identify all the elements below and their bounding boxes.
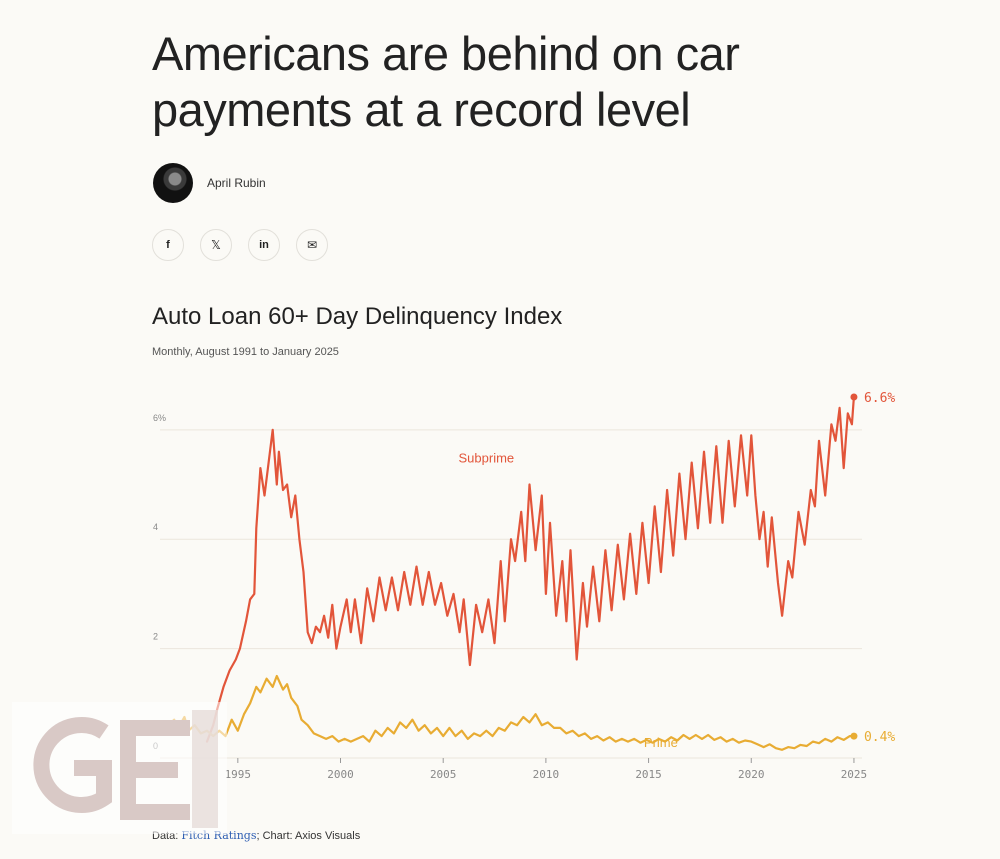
series-layer — [166, 393, 858, 751]
x-tick-label: 2020 — [738, 768, 765, 781]
byline: April Rubin — [153, 163, 266, 203]
prime-series-line[interactable] — [166, 674, 855, 751]
x-tick-label: 2015 — [635, 768, 662, 781]
x-tick-label: 2025 — [841, 768, 868, 781]
author-name[interactable]: April Rubin — [207, 176, 266, 190]
prime-end-marker — [850, 732, 858, 740]
author-avatar[interactable] — [153, 163, 193, 203]
chart-subtitle: Monthly, August 1991 to January 2025 — [152, 346, 339, 358]
x-tick-label: 2010 — [533, 768, 560, 781]
y-tick-label: 2 — [153, 632, 158, 642]
chart-title: Auto Loan 60+ Day Delinquency Index — [152, 303, 563, 330]
label-layer: 0246%19952000200520102015202020256.6%0.4… — [153, 391, 895, 781]
y-tick-label: 4 — [153, 522, 158, 532]
headline-line-1: Americans are behind on car — [152, 27, 740, 80]
watermark-logo — [12, 702, 227, 834]
prime-annotation: Prime — [644, 735, 678, 750]
share-bar: f 𝕏 in ✉ — [152, 229, 328, 261]
email-icon: ✉ — [306, 238, 318, 252]
share-x-button[interactable]: 𝕏 — [200, 229, 232, 261]
linkedin-icon: in — [259, 239, 269, 251]
grid-layer — [160, 429, 862, 763]
source-suffix: ; Chart: Axios Visuals — [256, 830, 361, 842]
x-tick-label: 1995 — [225, 768, 252, 781]
share-linkedin-button[interactable]: in — [248, 229, 280, 261]
y-tick-label: 6% — [153, 413, 166, 423]
subprime-annotation: Subprime — [459, 451, 515, 466]
subprime-end-label: 6.6% — [864, 391, 895, 406]
x-tick-label: 2005 — [430, 768, 457, 781]
share-email-button[interactable]: ✉ — [296, 229, 328, 261]
subprime-end-marker — [850, 393, 858, 401]
facebook-icon: f — [166, 239, 170, 251]
prime-end-label: 0.4% — [864, 730, 895, 745]
delinquency-chart: 0246%19952000200520102015202020256.6%0.4… — [153, 391, 895, 781]
x-icon: 𝕏 — [211, 238, 221, 252]
headline: Americans are behind on car payments at … — [152, 26, 852, 138]
x-tick-label: 2000 — [327, 768, 354, 781]
subprime-series-line[interactable] — [205, 395, 855, 743]
headline-line-2: payments at a record level — [152, 83, 691, 136]
share-facebook-button[interactable]: f — [152, 229, 184, 261]
